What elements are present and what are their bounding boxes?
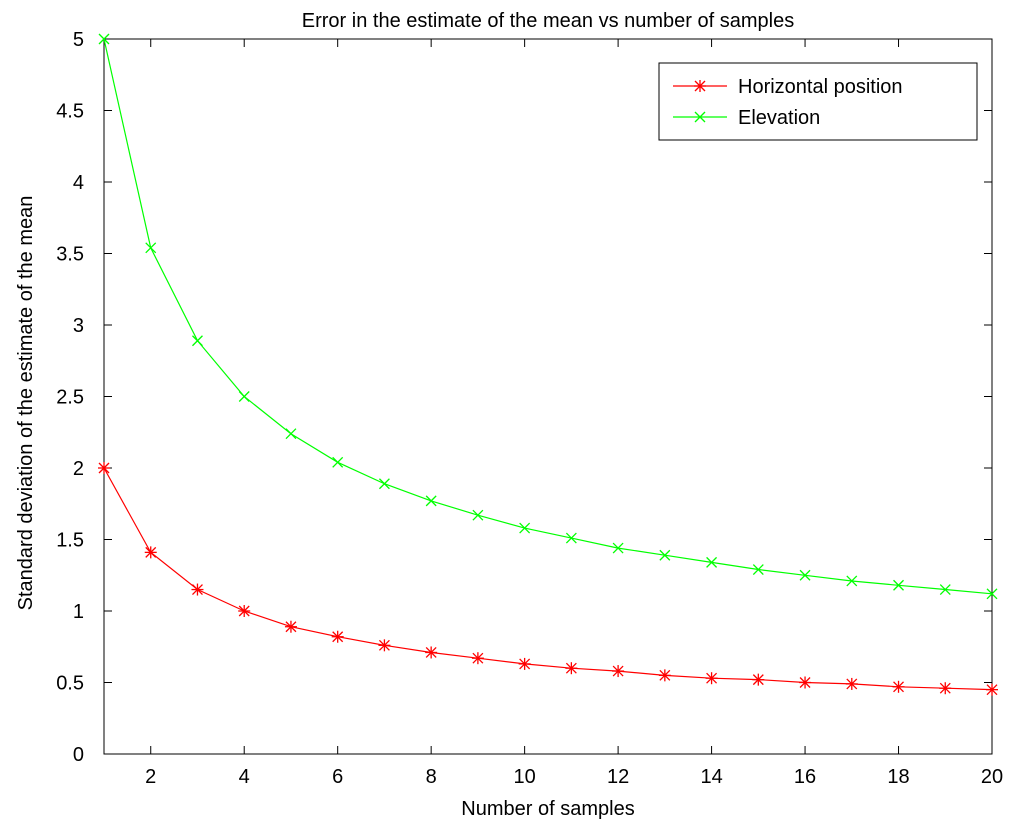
x-axis-label: Number of samples — [461, 798, 634, 820]
data-point — [799, 676, 812, 689]
data-point — [144, 546, 157, 559]
x-tick-label: 12 — [607, 766, 629, 788]
data-series — [98, 33, 998, 696]
data-point — [845, 677, 858, 690]
data-point — [378, 639, 391, 652]
data-point — [658, 669, 671, 682]
legend-swatch-marker — [694, 80, 706, 92]
data-point — [238, 391, 250, 402]
data-point — [331, 630, 344, 643]
data-point — [471, 652, 484, 665]
y-tick-label: 2.5 — [56, 387, 84, 409]
y-tick-label: 1.5 — [56, 530, 84, 552]
data-point — [612, 665, 625, 678]
data-point — [425, 495, 437, 507]
data-point — [519, 522, 531, 534]
x-tick-label: 10 — [514, 766, 536, 788]
x-tick-label: 16 — [794, 766, 816, 788]
x-tick-label: 18 — [887, 766, 909, 788]
data-point — [378, 478, 390, 490]
x-tick-label: 6 — [332, 766, 343, 788]
y-tick-label: 0 — [73, 744, 84, 766]
axis-ticks: 2 4 6 8 10 12 14 16 18 20 0 0.5 1 1.5 2 2.5 3 3.5 4 4.5 5 — [56, 29, 1003, 788]
data-point — [986, 683, 998, 696]
legend-label: Horizontal position — [738, 76, 903, 98]
y-tick-label: 2 — [73, 458, 84, 480]
data-point — [565, 532, 577, 544]
legend-entries: Horizontal position Elevation — [673, 76, 903, 129]
legend-entry: Elevation — [673, 107, 820, 129]
legend-box — [658, 62, 978, 141]
data-point — [939, 584, 951, 596]
data-point — [285, 428, 297, 440]
data-point — [192, 335, 203, 347]
y-tick-label: 4.5 — [56, 101, 84, 123]
data-point — [145, 242, 157, 254]
legend-entry: Horizontal position — [673, 76, 903, 98]
data-point — [705, 672, 718, 685]
x-tick-label: 8 — [426, 766, 437, 788]
data-point — [846, 575, 858, 587]
data-point — [612, 542, 624, 554]
legend-swatch-marker — [694, 111, 706, 123]
y-tick-label: 3.5 — [56, 244, 84, 266]
data-point — [518, 657, 531, 670]
y-tick-label: 5 — [73, 29, 84, 51]
legend-label: Elevation — [738, 107, 820, 129]
data-point — [799, 569, 811, 581]
y-tick-label: 4 — [73, 172, 84, 194]
y-tick-label: 1 — [73, 601, 84, 623]
data-point — [752, 673, 765, 686]
data-point — [939, 682, 952, 695]
data-point — [425, 646, 438, 659]
data-point — [98, 462, 110, 474]
x-tick-label: 4 — [239, 766, 250, 788]
chart-title: Error in the estimate of the mean vs num… — [302, 10, 794, 32]
x-tick-label: 20 — [981, 766, 1003, 788]
series-elevation — [98, 33, 998, 600]
data-point — [472, 509, 484, 521]
data-point — [752, 564, 764, 575]
series-line — [103, 467, 993, 691]
data-point — [892, 680, 905, 693]
data-point — [706, 556, 718, 568]
y-axis-label: Standard deviation of the estimate of th… — [15, 196, 37, 611]
data-point — [565, 662, 578, 675]
data-point — [986, 588, 998, 600]
data-point — [98, 33, 110, 45]
data-point — [659, 549, 671, 561]
series-line — [103, 38, 993, 595]
series-horizontal-position — [98, 462, 998, 696]
x-tick-label: 14 — [700, 766, 722, 788]
data-point — [332, 456, 344, 468]
y-tick-label: 0.5 — [56, 673, 84, 695]
x-tick-label: 2 — [145, 766, 156, 788]
data-point — [284, 620, 297, 633]
data-point — [238, 605, 251, 617]
legend: Horizontal position Elevation — [658, 62, 978, 141]
data-point — [191, 583, 204, 596]
data-point — [893, 579, 904, 591]
y-tick-label: 3 — [73, 315, 84, 337]
